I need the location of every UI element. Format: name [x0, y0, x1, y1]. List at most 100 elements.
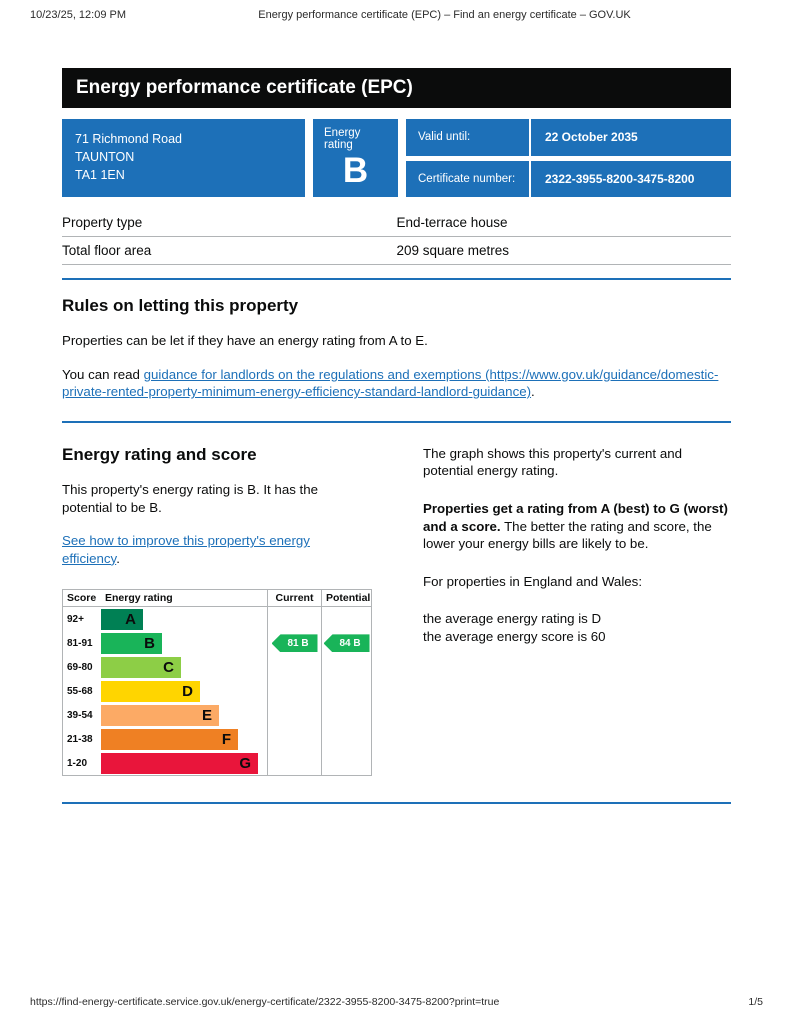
rules-paragraph: Properties can be let if they have an en…	[62, 333, 428, 349]
band-bar: E	[101, 704, 219, 726]
band-bar-area: B	[101, 631, 267, 655]
epc-rating-chart: Score Energy rating Current Potential 92…	[62, 589, 372, 777]
page-title-banner: Energy performance certificate (EPC)	[62, 68, 731, 108]
improve-efficiency-link[interactable]: See how to improve this property's energ…	[62, 533, 310, 566]
energy-intro: This property's energy rating is B. It h…	[62, 482, 319, 515]
column-header-potential: Potential	[321, 590, 371, 607]
average-score-line: the average energy score is 60	[423, 628, 606, 644]
chart-header: Score Energy rating Current Potential	[63, 590, 371, 608]
browser-print-header: 10/23/25, 12:09 PM Energy performance ce…	[30, 9, 763, 21]
table-row: Total floor area 209 square metres	[62, 237, 731, 265]
improve-link-paragraph: See how to improve this property's energ…	[62, 532, 362, 567]
energy-heading: Energy rating and score	[62, 444, 257, 464]
potential-rating-tag: 84 B	[323, 634, 370, 653]
band-score: 92+	[67, 613, 84, 625]
rules-link-paragraph: You can read guidance for landlords on t…	[62, 366, 731, 401]
link-suffix: .	[531, 384, 535, 400]
potential-cell: 84 B	[321, 631, 371, 656]
section-divider	[62, 420, 731, 423]
rules-section: Rules on letting this property Propertie…	[62, 295, 731, 401]
total-floor-area-value: 209 square metres	[396, 243, 510, 258]
valid-until-label: Valid until:	[406, 119, 531, 156]
address-line: TA1 1EN	[75, 168, 125, 183]
address-line: 71 Richmond Road	[75, 132, 183, 146]
footer-url: https://find-energy-certificate.service.…	[30, 996, 500, 1008]
column-header-current: Current	[267, 590, 321, 607]
band-score: 69-80	[67, 661, 93, 673]
property-type-label: Property type	[62, 215, 143, 230]
page-title: Energy performance certificate (EPC)	[76, 77, 413, 98]
band-bar: C	[101, 656, 181, 678]
certificate-number-value: 2322-3955-8200-3475-8200	[545, 171, 695, 186]
energy-rating-right-column: The graph shows this property's current …	[423, 443, 731, 776]
energy-rating-value: B	[342, 151, 369, 190]
valid-until-row: Valid until: 22 October 2035	[406, 119, 731, 156]
band-score: 55-68	[67, 685, 93, 697]
current-cell	[267, 703, 321, 728]
property-details-table: Property type End-terrace house Total fl…	[62, 209, 731, 265]
epc-band-row-g: 1-20 G	[63, 751, 371, 776]
column-header-score: Score	[67, 592, 97, 605]
rating-explanation: Properties get a rating from A (best) to…	[423, 500, 731, 553]
region-note: For properties in England and Wales:	[423, 573, 643, 589]
landlord-guidance-link[interactable]: guidance for landlords on the regulation…	[62, 366, 719, 400]
potential-cell	[321, 679, 371, 704]
link-prefix: You can read	[62, 366, 144, 382]
average-rating-line: the average energy rating is D	[423, 611, 602, 627]
print-datetime: 10/23/25, 12:09 PM	[30, 9, 127, 21]
current-cell	[267, 655, 321, 680]
potential-cell	[321, 655, 371, 680]
rating-explanation-bold: Properties get a rating from A (best) to…	[423, 500, 728, 534]
certificate-number-row: Certificate number: 2322-3955-8200-3475-…	[406, 160, 731, 197]
band-bar: D	[101, 680, 200, 702]
band-score: 1-20	[67, 757, 88, 769]
footer-page-number: 1/5	[748, 996, 763, 1008]
potential-cell	[321, 751, 371, 776]
band-bar-area: G	[101, 751, 267, 775]
band-score: 39-54	[67, 709, 93, 721]
property-type-value: End-terrace house	[396, 215, 508, 230]
browser-print-footer: https://find-energy-certificate.service.…	[30, 996, 763, 1008]
current-cell	[267, 751, 321, 776]
band-bar-area: A	[101, 607, 267, 631]
band-bar: G	[101, 752, 258, 774]
address-line: TAUNTON	[75, 150, 135, 165]
certificate-number-label: Certificate number:	[406, 160, 531, 197]
link-suffix: .	[116, 550, 120, 566]
band-letter: A	[125, 610, 136, 628]
property-address: 71 Richmond Road TAUNTON TA1 1EN	[62, 119, 305, 197]
valid-until-value: 22 October 2035	[545, 130, 638, 145]
rules-heading: Rules on letting this property	[62, 296, 299, 315]
band-bar-area: F	[101, 727, 267, 751]
band-letter: D	[182, 682, 193, 700]
print-doc-title: Energy performance certificate (EPC) – F…	[258, 9, 631, 21]
epc-band-row-e: 39-54 E	[63, 703, 371, 728]
band-score: 81-91	[67, 637, 93, 649]
epc-band-row-d: 55-68 D	[63, 679, 371, 704]
section-divider	[62, 802, 731, 805]
total-floor-area-label: Total floor area	[62, 243, 152, 258]
band-bar: A	[101, 608, 143, 630]
current-cell	[267, 607, 321, 632]
band-letter: E	[201, 706, 212, 724]
epc-band-row-f: 21-38 F	[63, 727, 371, 752]
band-bar-area: D	[101, 679, 267, 703]
band-bar: B	[101, 632, 162, 654]
epc-band-row-a: 92+ A	[63, 607, 371, 632]
current-cell: 81 B	[267, 631, 321, 656]
current-cell	[267, 727, 321, 752]
column-header-energy-rating: Energy rating	[105, 592, 173, 605]
potential-cell	[321, 607, 371, 632]
band-letter: F	[221, 730, 231, 748]
energy-rating-label: Energy rating	[324, 127, 361, 151]
energy-rating-section: Energy rating and score This property's …	[62, 443, 731, 777]
certificate-meta: Valid until: 22 October 2035 Certificate…	[406, 119, 731, 197]
certificate-page: Energy performance certificate (EPC) 71 …	[62, 68, 731, 805]
band-bar-area: C	[101, 655, 267, 679]
band-letter: C	[163, 658, 174, 676]
section-divider	[62, 278, 731, 280]
certificate-summary: 71 Richmond Road TAUNTON TA1 1EN Energy …	[62, 119, 731, 197]
band-bar: F	[101, 728, 238, 750]
energy-rating-left-column: Energy rating and score This property's …	[62, 443, 392, 777]
